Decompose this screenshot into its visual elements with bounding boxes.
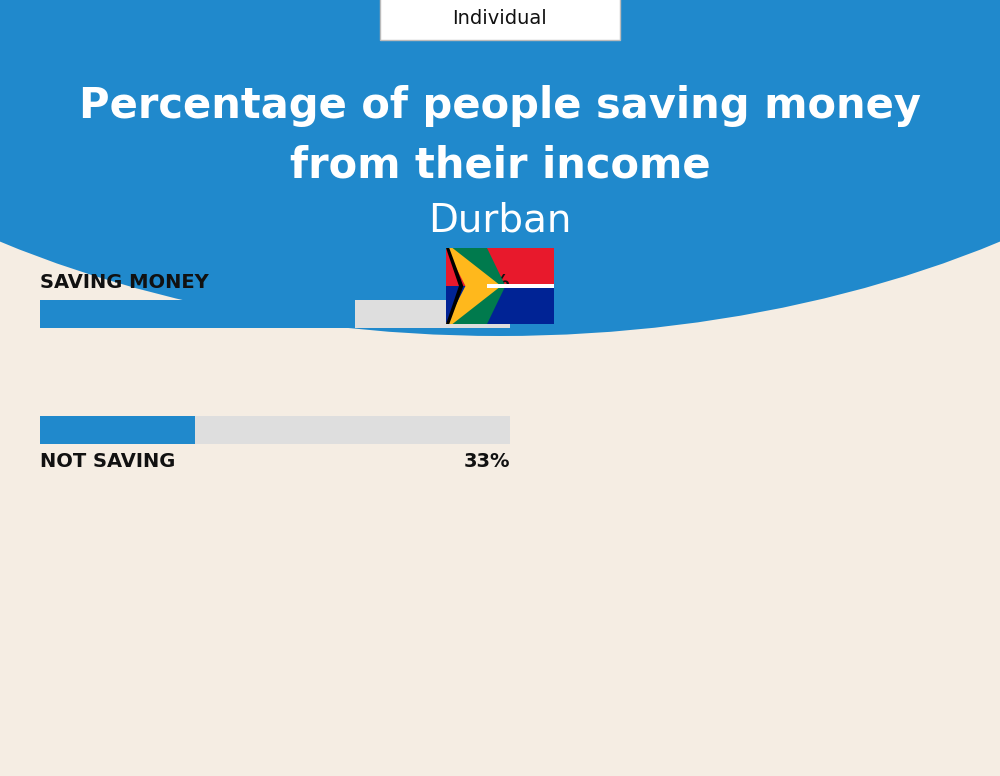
Text: Individual: Individual [453, 9, 547, 29]
Bar [40, 416, 195, 444]
Text: 33%: 33% [464, 452, 510, 471]
Polygon shape [446, 248, 463, 324]
Text: Durban: Durban [428, 202, 572, 240]
Bar [446, 286, 554, 324]
Bar [40, 416, 510, 444]
FancyBboxPatch shape [380, 0, 620, 40]
Text: Percentage of people saving money: Percentage of people saving money [79, 85, 921, 127]
Polygon shape [446, 248, 505, 324]
Bar [446, 248, 554, 286]
Bar [40, 300, 355, 328]
Text: 67%: 67% [463, 273, 510, 292]
Text: from their income: from their income [290, 145, 710, 187]
Ellipse shape [0, 0, 1000, 336]
Text: SAVING MONEY: SAVING MONEY [40, 273, 209, 292]
Polygon shape [446, 248, 501, 324]
Bar [40, 300, 510, 328]
Text: NOT SAVING: NOT SAVING [40, 452, 175, 471]
Bar [487, 284, 554, 288]
